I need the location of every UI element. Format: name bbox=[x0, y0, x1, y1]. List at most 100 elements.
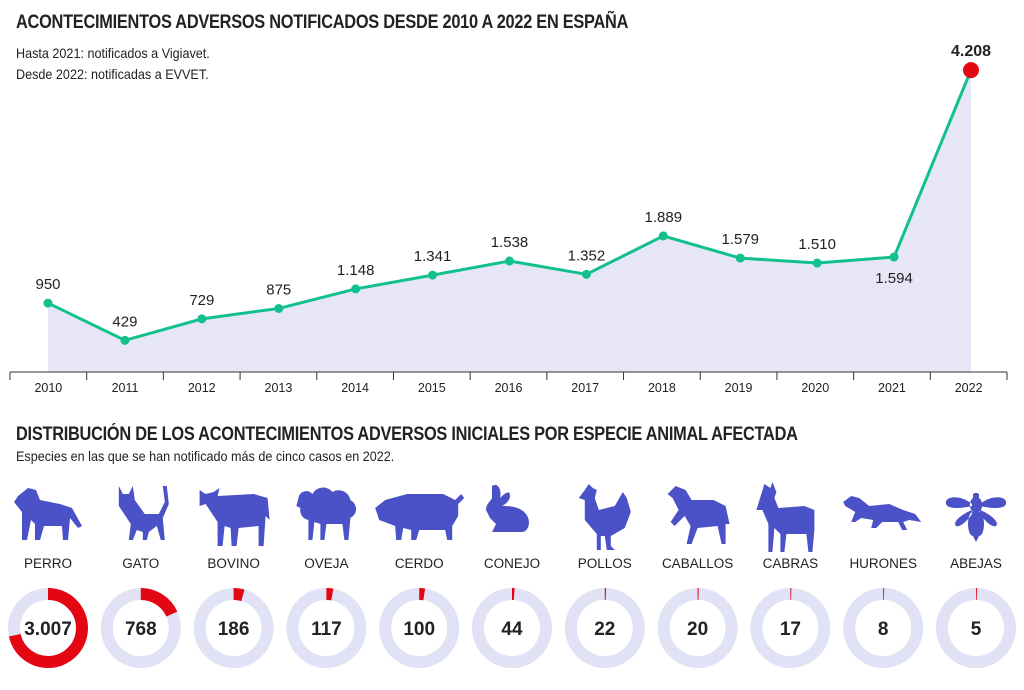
donut-fill bbox=[8, 588, 88, 668]
line-chart-subtitle-1: Hasta 2021: notificados a Vigiavet. bbox=[16, 45, 210, 61]
data-label: 1.510 bbox=[798, 236, 836, 253]
species-oveja: OVEJA 117 bbox=[286, 487, 367, 668]
area-fill bbox=[48, 70, 971, 373]
donut-fill bbox=[193, 588, 274, 668]
species-value: 20 bbox=[687, 619, 708, 640]
species-chart-title: DISTRIBUCIÓN DE LOS ACONTECIMIENTOS ADVE… bbox=[16, 424, 798, 445]
donut-fill bbox=[936, 588, 1016, 668]
data-label: 1.352 bbox=[568, 247, 606, 264]
x-tick-label: 2011 bbox=[112, 381, 139, 395]
ferret-icon bbox=[843, 496, 922, 530]
data-point bbox=[581, 269, 591, 279]
species-value: 22 bbox=[594, 619, 615, 640]
data-point bbox=[963, 62, 979, 79]
species-label: CABALLOS bbox=[662, 556, 733, 571]
data-label: 1.579 bbox=[721, 231, 759, 248]
data-point bbox=[735, 253, 745, 263]
species-cabras: CABRAS 17 bbox=[750, 482, 831, 668]
sheep-icon bbox=[296, 487, 357, 540]
species-value: 3.007 bbox=[24, 619, 72, 640]
x-tick-label: 2019 bbox=[725, 381, 753, 395]
x-tick-label: 2022 bbox=[955, 381, 983, 395]
donut-fill bbox=[472, 588, 552, 668]
species-value: 44 bbox=[501, 619, 523, 640]
x-tick-label: 2010 bbox=[34, 381, 62, 395]
rabbit-icon bbox=[486, 484, 529, 532]
data-label: 4.208 bbox=[951, 43, 991, 60]
donut-fill bbox=[379, 588, 460, 668]
species-label: CERDO bbox=[395, 556, 444, 571]
species-label: GATO bbox=[122, 556, 159, 571]
x-tick-label: 2015 bbox=[418, 381, 446, 395]
donut-fill bbox=[843, 588, 924, 668]
data-point bbox=[197, 314, 207, 324]
data-point bbox=[43, 298, 53, 308]
data-label: 875 bbox=[266, 281, 291, 298]
data-point bbox=[351, 284, 361, 294]
species-abejas: ABEJAS 5 bbox=[936, 493, 1016, 668]
species-label: BOVINO bbox=[207, 556, 260, 571]
x-tick-label: 2012 bbox=[188, 381, 216, 395]
species-pollos: POLLOS 22 bbox=[564, 484, 645, 668]
data-label: 1.594 bbox=[875, 270, 913, 287]
x-tick-label: 2013 bbox=[265, 381, 293, 395]
x-tick-label: 2014 bbox=[341, 381, 369, 395]
donut-fill bbox=[750, 588, 831, 668]
donut-fill bbox=[286, 588, 367, 668]
species-hurones: HURONES 8 bbox=[843, 496, 924, 668]
species-label: CABRAS bbox=[763, 556, 819, 571]
x-tick-label: 2018 bbox=[648, 381, 676, 395]
data-point bbox=[505, 256, 514, 266]
chicken-icon bbox=[578, 484, 631, 550]
data-label: 729 bbox=[189, 292, 214, 309]
dog-icon bbox=[14, 488, 82, 540]
species-chart: PERRO 3.007 GATO 768 BOVINO 186 OVEJA 117 CERDO 1… bbox=[8, 482, 1016, 668]
bee-icon bbox=[945, 493, 1007, 542]
species-bovino: BOVINO 186 bbox=[193, 488, 274, 668]
data-label: 429 bbox=[112, 313, 137, 330]
species-label: POLLOS bbox=[578, 556, 632, 571]
x-tick-label: 2016 bbox=[495, 381, 523, 395]
species-value: 17 bbox=[780, 619, 801, 640]
species-label: HURONES bbox=[849, 556, 917, 571]
species-cerdo: CERDO 100 bbox=[375, 494, 465, 668]
species-value: 5 bbox=[971, 619, 982, 640]
data-label: 1.341 bbox=[414, 248, 452, 265]
donut-fill bbox=[657, 588, 738, 668]
cat-icon bbox=[118, 486, 169, 540]
x-tick-label: 2020 bbox=[801, 381, 829, 395]
species-value: 186 bbox=[218, 619, 250, 640]
species-value: 100 bbox=[403, 619, 435, 640]
species-value: 117 bbox=[311, 619, 342, 640]
horse-icon bbox=[667, 486, 730, 544]
cow-icon bbox=[199, 488, 270, 546]
data-label: 1.148 bbox=[337, 262, 375, 279]
data-point bbox=[428, 270, 438, 280]
data-point bbox=[889, 252, 899, 262]
line-chart-subtitle-2: Desde 2022: notificadas a EVVET. bbox=[16, 66, 209, 82]
goat-icon bbox=[756, 482, 815, 552]
species-value: 768 bbox=[125, 619, 157, 640]
species-chart-subtitle: Especies en las que se han notificado má… bbox=[16, 448, 395, 464]
donut-fill bbox=[100, 588, 181, 668]
x-tick-label: 2017 bbox=[571, 381, 599, 395]
line-chart-title: ACONTECIMIENTOS ADVERSOS NOTIFICADOS DES… bbox=[16, 12, 629, 33]
donut-fill bbox=[564, 588, 645, 668]
data-label: 1.538 bbox=[491, 234, 529, 251]
data-point bbox=[658, 231, 668, 241]
data-label: 950 bbox=[35, 276, 60, 293]
data-label: 1.889 bbox=[645, 209, 683, 226]
species-caballos: CABALLOS 20 bbox=[657, 486, 738, 668]
line-chart: 950 2010 429 2011 729 2012 875 2013 1.148 2014 1.3… bbox=[9, 43, 1008, 395]
species-conejo: CONEJO 44 bbox=[472, 484, 552, 668]
data-point bbox=[812, 258, 822, 268]
data-point bbox=[120, 335, 130, 345]
species-label: PERRO bbox=[24, 556, 72, 571]
species-label: ABEJAS bbox=[950, 556, 1002, 571]
species-label: OVEJA bbox=[304, 556, 348, 571]
species-perro: PERRO 3.007 bbox=[8, 488, 88, 668]
species-gato: GATO 768 bbox=[100, 486, 181, 668]
pig-icon bbox=[375, 494, 465, 540]
x-tick-label: 2021 bbox=[878, 381, 906, 395]
species-value: 8 bbox=[878, 619, 889, 640]
